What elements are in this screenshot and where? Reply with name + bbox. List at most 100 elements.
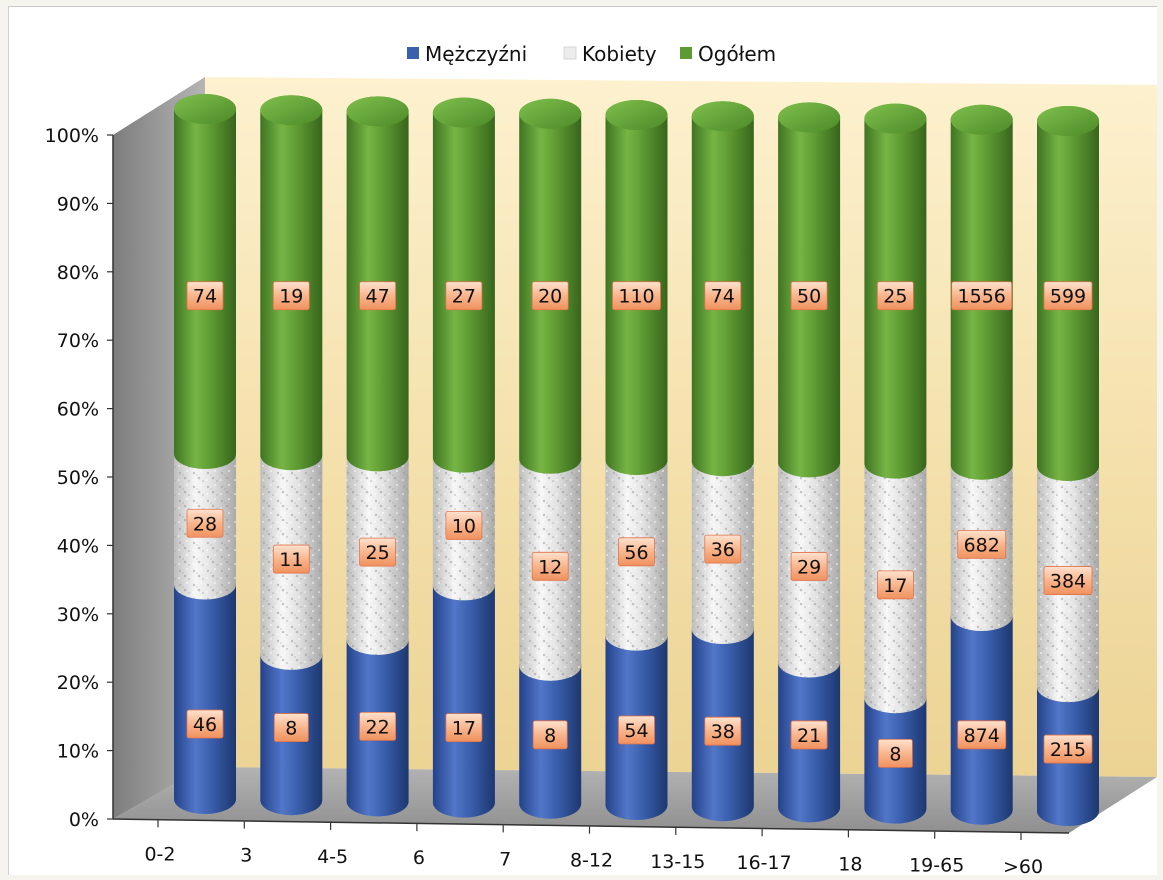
data-label-value: 8 (285, 718, 297, 740)
bar-segment-men (950, 601, 1013, 825)
data-label-box (272, 544, 310, 574)
data-label-box (790, 552, 828, 581)
stacked-cylinder (691, 101, 754, 822)
data-label: 47 (359, 281, 397, 311)
data-label-box (877, 281, 914, 311)
stacked-cylinder (864, 103, 927, 824)
bar-top-cap (174, 94, 236, 124)
legend-label-total: Ogółem (698, 42, 776, 66)
data-label-value: 384 (1050, 571, 1086, 593)
data-label-value: 22 (366, 716, 390, 738)
y-tick-label: 40% (57, 535, 99, 557)
y-tick-label: 50% (57, 467, 99, 489)
data-label: 10 (445, 511, 483, 540)
data-label-box (531, 551, 569, 581)
data-label: 17 (445, 713, 483, 742)
data-label: 29 (790, 552, 828, 581)
data-label-value: 10 (452, 515, 476, 537)
data-label-box (272, 281, 310, 311)
legend-label-men: Mężczyźni (425, 42, 527, 66)
y-axis-ticks: 0% 10% 20% 30% 40% 50% 60% 70% 80% 90% 100% (45, 125, 113, 831)
chart-frame: 0% 10% 20% 30% 40% 50% 60% 70% 80% 90% 100% 46 28 74… (8, 6, 1157, 875)
stacked-cylinder (432, 97, 495, 818)
data-label-value: 12 (538, 556, 562, 578)
data-label-box (790, 720, 828, 750)
data-label-box (445, 511, 483, 540)
data-label-value: 17 (452, 718, 476, 740)
data-label-value: 8 (889, 743, 901, 765)
data-label-box (531, 281, 569, 311)
legend-swatch-men (407, 47, 419, 59)
data-label-value: 46 (193, 714, 217, 736)
data-label: 682 (957, 530, 1007, 559)
x-tick-label: 8-12 (570, 850, 613, 872)
stacked-cylinder (950, 104, 1013, 825)
data-label-box (704, 534, 742, 564)
legend-label-women: Kobiety (582, 42, 657, 66)
x-tick-label: >60 (1003, 856, 1043, 875)
data-label-value: 38 (711, 721, 735, 743)
stacked-cylinder (778, 102, 841, 823)
bar-top-cap (260, 95, 323, 126)
data-label-value: 215 (1050, 739, 1086, 761)
data-label-value: 36 (711, 539, 735, 561)
data-label: 11 (272, 544, 310, 574)
chart: 0%10%20%30%40%50%60%70%80%90%100% 462874… (45, 42, 1157, 875)
data-label-box (359, 537, 397, 567)
data-label-box (186, 281, 224, 311)
data-label-value: 25 (883, 286, 907, 308)
data-label: 8 (273, 713, 309, 742)
stacked-cylinder (519, 98, 582, 819)
data-label-box (1043, 734, 1093, 764)
stacked-cylinder (173, 94, 236, 814)
data-label: 215 (1043, 734, 1093, 764)
data-label-box (445, 281, 483, 311)
x-tick-label: 3 (240, 845, 252, 867)
data-label-value: 21 (797, 725, 821, 747)
data-label: 1556 (951, 281, 1013, 311)
bar-top-cap (519, 98, 582, 129)
data-label-value: 28 (193, 513, 217, 535)
legend: Mężczyźni Kobiety Ogółem (407, 42, 776, 66)
data-label-value: 17 (883, 575, 907, 597)
bar-top-cap (432, 97, 495, 128)
bar-segment-men (174, 569, 236, 814)
data-label: 110 (612, 281, 661, 311)
data-label: 25 (877, 281, 914, 311)
x-tick-label: 7 (499, 848, 511, 870)
x-tick-label: 16-17 (736, 852, 791, 874)
y-tick-label: 70% (57, 330, 99, 352)
data-label: 20 (531, 281, 569, 311)
stacked-cylinder (605, 100, 668, 821)
data-label-value: 54 (624, 720, 648, 742)
data-label-box (1043, 566, 1093, 595)
bar-top-cap (605, 100, 668, 130)
data-label-box (532, 720, 568, 750)
data-label: 27 (445, 281, 483, 311)
x-tick-label: 19-65 (909, 855, 964, 875)
data-label-box (359, 281, 397, 311)
stacked-cylinder (1037, 106, 1099, 826)
data-label-value: 50 (797, 286, 821, 308)
y-tick-label: 0% (69, 809, 99, 831)
legend-swatch-total (680, 47, 692, 59)
bar-top-cap (346, 96, 409, 127)
data-label: 8 (878, 739, 913, 768)
category-labels: 0-2 3 4-5 6 7 8-12 13-15 16-17 18 19-65 >60 (144, 820, 1043, 875)
x-tick-label: 6 (413, 847, 425, 869)
data-label-box (704, 281, 742, 311)
legend-swatch-women (563, 46, 577, 60)
x-tick-label: 4-5 (317, 846, 348, 868)
data-label-value: 874 (964, 725, 1000, 747)
data-label: 36 (704, 534, 742, 564)
data-labels: 46 28 74 8 11 19 22 25 47 17 10 27 8 12 20 54 56 110 38 36 7… (186, 281, 1093, 768)
y-tick-label: 90% (57, 193, 99, 215)
data-label-box (445, 713, 483, 742)
data-label-box (878, 739, 913, 768)
x-axis-line (112, 818, 1070, 834)
y-tick-label: 60% (57, 399, 99, 421)
data-label-box (877, 570, 914, 600)
data-label-box (273, 713, 309, 742)
data-label: 46 (186, 709, 224, 739)
data-label-box (957, 530, 1007, 559)
